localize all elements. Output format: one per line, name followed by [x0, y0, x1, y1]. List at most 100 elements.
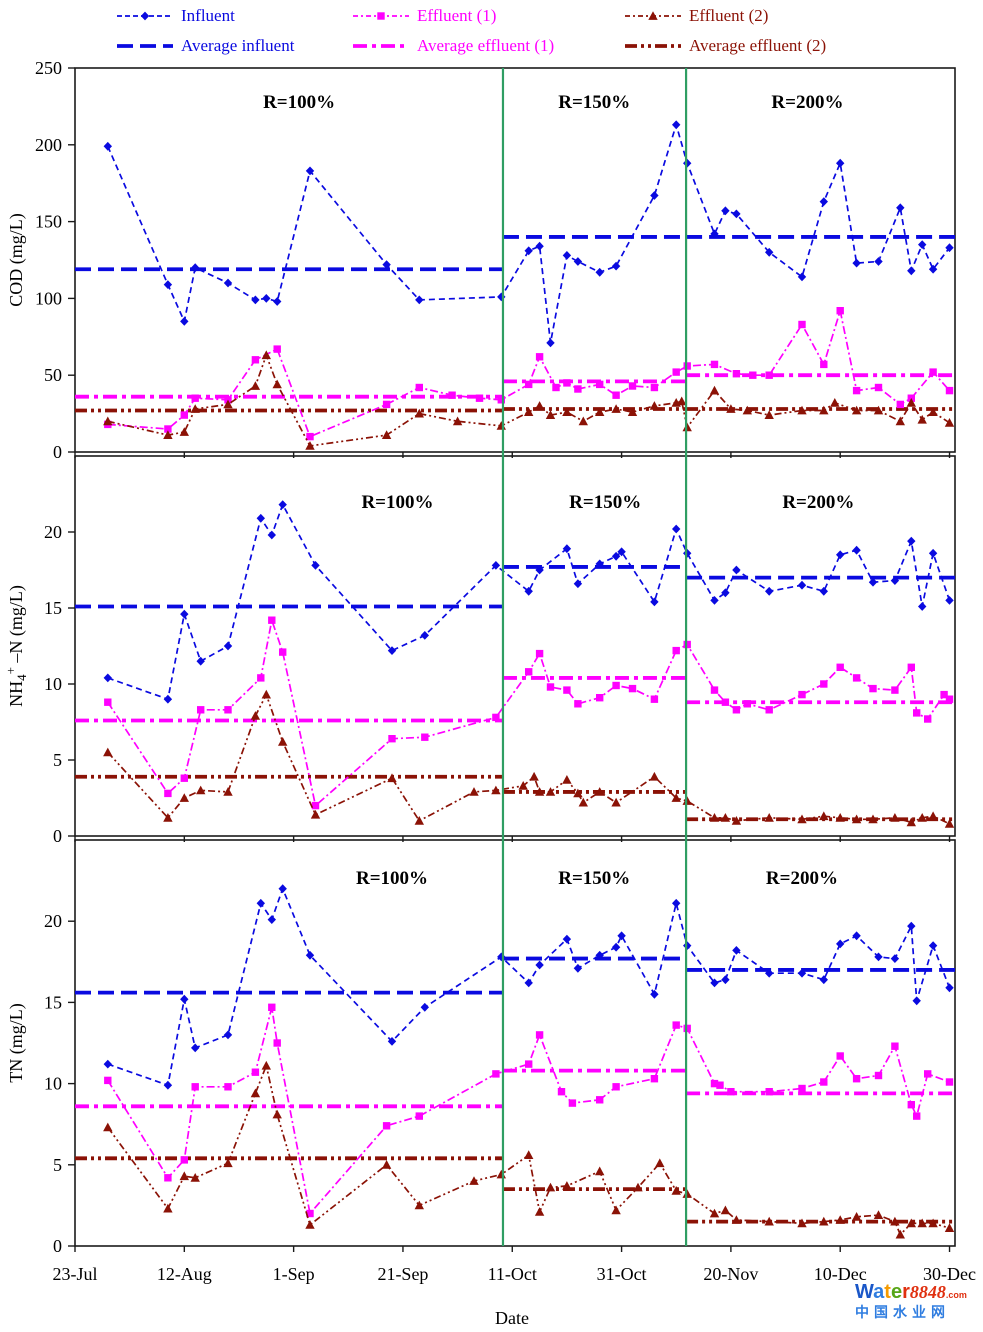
- triangle-marker: [578, 416, 588, 426]
- legend-sample-effluent1: [353, 12, 409, 20]
- square-marker: [268, 616, 276, 624]
- triangle-marker: [179, 427, 189, 436]
- diamond-marker: [420, 631, 429, 640]
- square-marker: [197, 706, 205, 714]
- region-label: R=100%: [356, 868, 428, 889]
- triangle-marker: [835, 1215, 845, 1224]
- legend-item-effluent1: Effluent (1): [352, 5, 496, 27]
- cod-effluent2-line: [107, 352, 950, 447]
- triangle-marker: [414, 816, 424, 825]
- diamond-marker: [497, 292, 506, 302]
- square-marker: [945, 1078, 954, 1086]
- diamond-marker: [256, 513, 265, 523]
- square-marker: [104, 1076, 112, 1085]
- triangle-marker: [895, 1229, 905, 1239]
- diamond-marker: [595, 267, 604, 277]
- y-tick-label: 10: [44, 674, 62, 694]
- tn-effluent1-line: [107, 1007, 950, 1216]
- triangle-marker: [764, 813, 774, 822]
- triangle-marker: [595, 1166, 605, 1176]
- triangle-marker: [835, 813, 845, 822]
- legend-sample-avg_effluent2: [625, 44, 681, 48]
- square-marker: [765, 371, 773, 379]
- square-marker: [716, 1081, 724, 1089]
- triangle-marker: [387, 773, 397, 783]
- diamond-marker: [672, 524, 681, 534]
- diamond-marker: [415, 295, 424, 305]
- triangle-marker: [496, 421, 506, 430]
- triangle-marker: [414, 408, 424, 418]
- square-marker: [940, 690, 948, 699]
- square-marker: [574, 700, 582, 708]
- square-marker: [721, 698, 730, 706]
- square-marker: [525, 1060, 533, 1068]
- diamond-marker: [650, 191, 659, 200]
- diamond-marker: [710, 229, 719, 239]
- y-tick-label: 250: [35, 58, 62, 78]
- triangle-marker: [496, 1169, 506, 1179]
- diamond-marker: [524, 586, 533, 596]
- diamond-marker: [907, 921, 916, 931]
- triangle-marker: [677, 396, 687, 406]
- triangle-marker: [452, 416, 463, 426]
- diamond-marker: [278, 500, 287, 509]
- triangle-marker: [890, 813, 900, 822]
- square-marker: [279, 648, 287, 656]
- diamond-marker: [163, 1080, 173, 1090]
- tn-effluent2-markers: [103, 1060, 955, 1239]
- diamond-marker: [382, 260, 391, 269]
- square-marker: [836, 1052, 844, 1060]
- diamond-marker: [103, 1059, 112, 1069]
- triangle-marker: [223, 1158, 233, 1168]
- triangle-marker: [611, 1205, 621, 1215]
- square-marker: [415, 1112, 423, 1120]
- legend-sample-avg_influent: [117, 44, 173, 48]
- square-marker: [907, 1101, 915, 1109]
- square-marker: [475, 394, 484, 402]
- triangle-marker: [179, 793, 189, 802]
- diamond-marker: [721, 206, 730, 216]
- square-marker: [191, 1083, 199, 1091]
- legend-label: Average effluent (2): [689, 36, 827, 55]
- diamond-marker: [683, 941, 692, 950]
- diamond-marker: [163, 694, 173, 704]
- square-marker: [421, 733, 429, 741]
- triangle-marker: [305, 441, 315, 450]
- square-marker: [836, 663, 844, 671]
- watermark-letter: e: [890, 1281, 903, 1303]
- square-marker: [852, 674, 861, 682]
- diamond-marker: [256, 898, 265, 908]
- diamond-marker: [180, 609, 189, 619]
- triangle-marker: [562, 775, 572, 784]
- square-marker: [650, 383, 659, 392]
- square-marker: [311, 801, 320, 810]
- diamond-marker: [311, 561, 320, 570]
- diamond-marker: [710, 596, 719, 605]
- square-marker: [568, 1099, 577, 1107]
- triangle-marker: [851, 405, 862, 415]
- nh4n-effluent2-markers: [103, 689, 955, 828]
- legend-item-avg_effluent2: Average effluent (2): [624, 35, 826, 57]
- triangle-marker: [649, 401, 660, 410]
- watermark-chinese-name: 中国水业网: [855, 1304, 950, 1320]
- triangle-marker: [534, 1207, 545, 1216]
- legend-sample-avg_effluent1: [353, 44, 409, 48]
- diamond-marker: [852, 545, 861, 555]
- square-marker: [820, 1078, 828, 1086]
- square-marker: [164, 1174, 172, 1182]
- triangle-marker: [682, 1189, 692, 1198]
- region-label: R=100%: [263, 92, 335, 113]
- triangle-marker: [709, 385, 720, 395]
- triangle-marker: [611, 404, 621, 413]
- plot-frame: [74, 455, 956, 837]
- square-marker: [525, 380, 533, 389]
- triangle-marker: [595, 407, 605, 416]
- diamond-marker: [573, 963, 583, 973]
- square-marker: [596, 380, 604, 389]
- square-marker: [732, 370, 741, 378]
- diamond-marker: [874, 257, 883, 266]
- square-marker: [929, 368, 937, 376]
- legend-item-influent: Influent: [116, 5, 235, 27]
- square-marker: [191, 394, 199, 402]
